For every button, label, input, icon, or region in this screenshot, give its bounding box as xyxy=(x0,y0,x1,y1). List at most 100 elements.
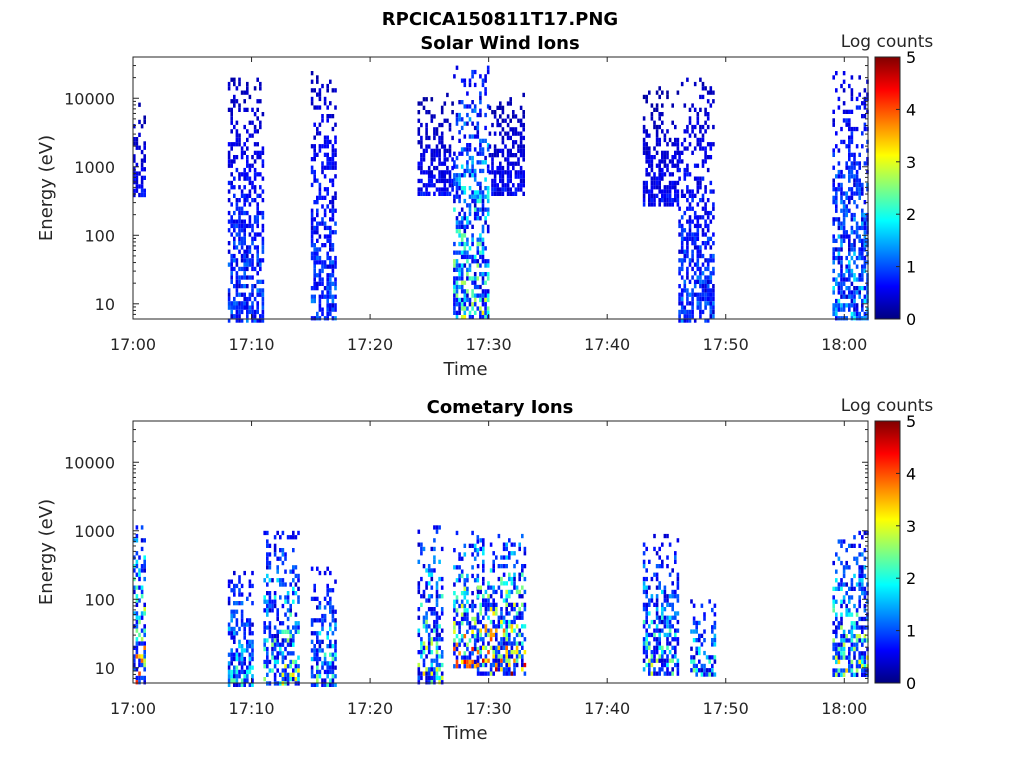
spectrogram-cell xyxy=(463,190,467,195)
spectrogram-cell xyxy=(484,177,487,182)
spectrogram-cell xyxy=(676,619,680,625)
spectrogram-cell xyxy=(286,591,290,596)
spectrogram-cell xyxy=(446,148,449,153)
spectrogram-cell xyxy=(460,655,464,660)
spectrogram-cell xyxy=(133,124,136,129)
spectrogram-cell xyxy=(850,303,854,308)
spectrogram-cell xyxy=(463,186,467,191)
spectrogram-cell xyxy=(840,264,843,269)
spectrogram-cell xyxy=(313,243,316,248)
spectrogram-cell xyxy=(240,652,244,657)
spectrogram-cell xyxy=(703,612,706,617)
spectrogram-cell xyxy=(251,656,254,662)
spectrogram-cell xyxy=(676,163,680,168)
spectrogram-cell xyxy=(230,631,233,636)
spectrogram-cell xyxy=(832,621,835,626)
spectrogram-cell xyxy=(686,309,689,315)
spectrogram-cell xyxy=(230,120,233,125)
spectrogram-cell xyxy=(460,186,464,191)
spectrogram-cell xyxy=(481,229,485,234)
spectrogram-cell xyxy=(842,573,846,579)
spectrogram-cell xyxy=(453,160,456,165)
spectrogram-cell xyxy=(688,309,692,315)
colorbar-scale xyxy=(874,420,901,684)
spectrogram-cell xyxy=(858,651,861,656)
spectrogram-cell xyxy=(840,307,843,312)
spectrogram-cell xyxy=(455,186,459,191)
spectrogram-cell xyxy=(658,185,661,190)
spectrogram-cell xyxy=(316,208,319,213)
spectrogram-cell xyxy=(458,194,461,199)
spectrogram-cell xyxy=(712,266,715,272)
spectrogram-cell xyxy=(235,618,239,623)
spectrogram-cell xyxy=(850,629,854,634)
spectrogram-cell xyxy=(686,271,689,276)
spectrogram-cell xyxy=(284,677,287,682)
colorbar-tick-label: 2 xyxy=(906,569,916,588)
spectrogram-cell xyxy=(238,314,241,319)
spectrogram-cell xyxy=(143,680,146,685)
spectrogram-cell xyxy=(855,178,859,183)
spectrogram-cell xyxy=(334,307,337,312)
spectrogram-cell xyxy=(476,589,480,595)
spectrogram-cell xyxy=(840,290,843,295)
x-tick-label: 18:00 xyxy=(821,699,867,718)
spectrogram-cell xyxy=(858,599,861,604)
spectrogram-cell xyxy=(240,245,244,250)
spectrogram-cell xyxy=(491,191,494,196)
spectrogram-cell xyxy=(473,259,477,264)
spectrogram-cell xyxy=(509,101,512,106)
spectrogram-cell xyxy=(853,535,856,540)
spectrogram-cell xyxy=(680,150,684,155)
spectrogram-cell xyxy=(248,652,252,657)
spectrogram-cell xyxy=(310,298,314,304)
spectrogram-cell xyxy=(271,638,274,643)
spectrogram-cell xyxy=(476,112,480,118)
spectrogram-cell xyxy=(666,198,669,203)
spectrogram-cell xyxy=(273,655,277,660)
spectrogram-cell xyxy=(850,165,854,170)
spectrogram-cell xyxy=(863,88,867,93)
spectrogram-cell xyxy=(523,546,527,552)
spectrogram-cell xyxy=(678,314,681,319)
spectrogram-cell xyxy=(243,292,246,297)
spectrogram-cell xyxy=(479,160,482,165)
spectrogram-cell xyxy=(484,78,487,83)
spectrogram-cell xyxy=(484,658,488,663)
spectrogram-cell xyxy=(855,621,859,626)
spectrogram-cell xyxy=(422,105,426,110)
spectrogram-cell xyxy=(861,286,864,291)
spectrogram-cell xyxy=(468,246,472,251)
spectrogram-cell xyxy=(850,595,854,600)
spectrogram-cell xyxy=(671,103,674,108)
spectrogram-cell xyxy=(466,306,469,311)
spectrogram-cell xyxy=(251,241,254,246)
spectrogram-cell xyxy=(842,651,846,656)
spectrogram-cell xyxy=(492,589,495,595)
spectrogram-cell xyxy=(334,122,337,127)
spectrogram-cell xyxy=(297,664,300,669)
spectrogram-cell xyxy=(837,182,841,188)
spectrogram-cell xyxy=(653,193,656,198)
spectrogram-cell xyxy=(323,144,327,149)
spectrogram-cell xyxy=(848,638,851,643)
spectrogram-cell xyxy=(505,654,508,659)
spectrogram-cell xyxy=(476,646,480,652)
spectrogram-cell xyxy=(848,152,851,157)
spectrogram-cell xyxy=(438,122,441,128)
spectrogram-cell xyxy=(430,174,434,179)
spectrogram-cell xyxy=(331,264,335,269)
spectrogram-cell xyxy=(243,631,246,636)
spectrogram-cell xyxy=(455,276,459,281)
spectrogram-cell xyxy=(658,163,661,168)
spectrogram-cell xyxy=(704,150,707,155)
spectrogram-cell xyxy=(430,157,434,162)
spectrogram-cell xyxy=(310,639,314,644)
spectrogram-cell xyxy=(329,247,332,252)
y-axis-label: Energy (eV) xyxy=(36,135,57,241)
spectrogram-cell xyxy=(832,148,835,153)
x-tick-label: 17:20 xyxy=(347,335,393,354)
spectrogram-cell xyxy=(463,642,467,647)
spectrogram-cell xyxy=(243,167,246,173)
spectrogram-cell xyxy=(693,232,697,237)
